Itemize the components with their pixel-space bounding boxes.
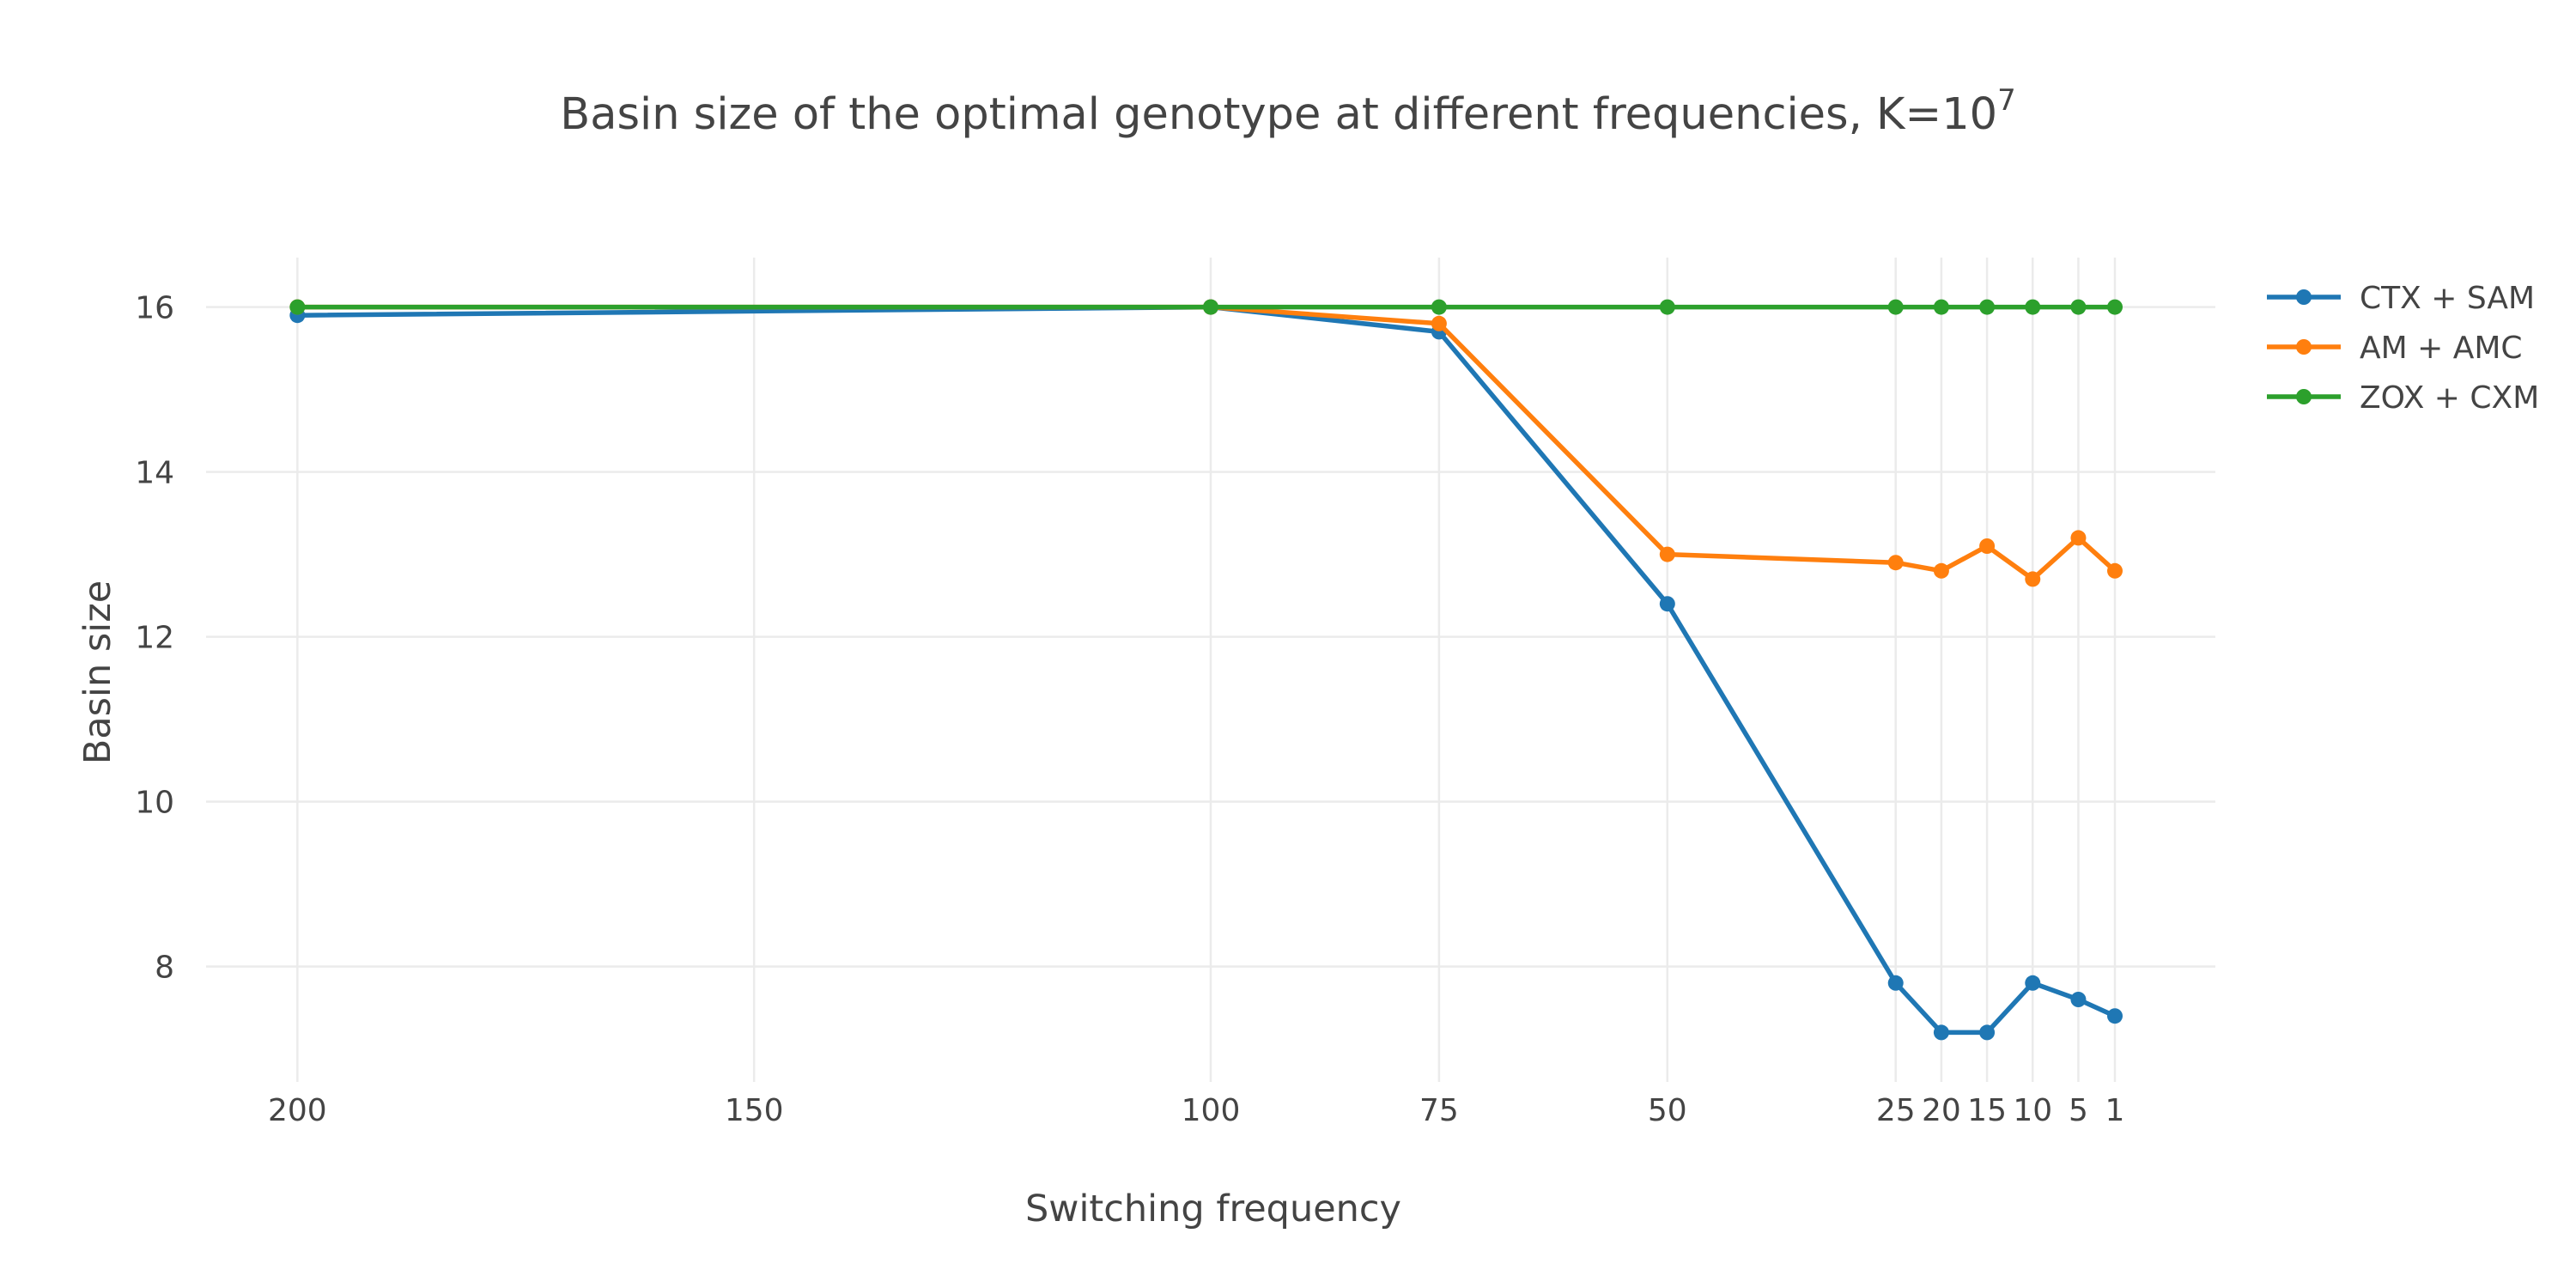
data-point-zox-cxm — [1887, 299, 1904, 315]
data-point-ctx-sam — [2025, 975, 2041, 991]
y-tick-label: 14 — [135, 456, 174, 491]
series-layer — [289, 299, 2123, 1041]
chart-title: Basin size of the optimal genotype at di… — [560, 83, 2016, 140]
x-tick-label: 5 — [2069, 1093, 2088, 1128]
legend-swatch-marker — [2296, 339, 2312, 355]
data-point-zox-cxm — [2025, 299, 2041, 315]
series-line-am-amc — [295, 304, 2117, 582]
series-ctx-sam — [289, 299, 2123, 1041]
data-point-ctx-sam — [1979, 1024, 1996, 1041]
chart-title-main: Basin size of the optimal genotype at di… — [560, 89, 1997, 140]
legend-item-zox-cxm[interactable]: ZOX + CXM — [2267, 380, 2539, 416]
series-line-ctx-sam — [295, 304, 2117, 1036]
y-tick-label: 16 — [135, 291, 174, 326]
data-point-am-amc — [1431, 315, 1447, 331]
data-point-am-amc — [2025, 571, 2041, 587]
data-point-zox-cxm — [289, 299, 306, 315]
data-point-am-amc — [1887, 555, 1904, 571]
series-zox-cxm — [289, 299, 2123, 315]
data-point-ctx-sam — [1887, 975, 1904, 991]
data-point-ctx-sam — [1659, 596, 1675, 612]
data-point-zox-cxm — [2107, 299, 2123, 315]
data-point-zox-cxm — [1933, 299, 1949, 315]
y-tick-label: 10 — [135, 786, 174, 821]
data-point-am-amc — [2070, 530, 2087, 546]
data-point-zox-cxm — [1979, 299, 1996, 315]
x-tick-label: 150 — [725, 1093, 784, 1128]
x-tick-label: 20 — [1922, 1093, 1961, 1128]
legend-label: CTX + SAM — [2360, 281, 2535, 316]
legend-label: AM + AMC — [2360, 331, 2523, 366]
x-tick-label: 100 — [1182, 1093, 1241, 1128]
legend: CTX + SAM AM + AMC ZOX + CXM — [2267, 281, 2539, 416]
data-point-zox-cxm — [1659, 299, 1675, 315]
x-tick-label: 10 — [2013, 1093, 2052, 1128]
grid — [206, 258, 2215, 1082]
x-tick-labels: 200 150 100 75 50 25 20 15 10 5 1 — [268, 1093, 2124, 1128]
legend-swatch-marker — [2296, 389, 2312, 404]
chart-title-superscript: 7 — [1997, 83, 2016, 118]
y-tick-labels: 8 10 12 14 16 — [135, 291, 174, 986]
data-point-zox-cxm — [1203, 299, 1218, 315]
x-tick-label: 25 — [1876, 1093, 1916, 1128]
data-point-am-amc — [1659, 546, 1675, 562]
legend-label: ZOX + CXM — [2360, 380, 2539, 416]
y-tick-label: 12 — [135, 621, 174, 656]
data-point-ctx-sam — [1933, 1024, 1949, 1041]
x-tick-label: 15 — [1967, 1093, 2007, 1128]
legend-item-ctx-sam[interactable]: CTX + SAM — [2267, 281, 2535, 316]
series-am-amc — [289, 299, 2123, 587]
x-axis-title: Switching frequency — [1025, 1188, 1401, 1230]
y-tick-label: 8 — [155, 951, 174, 986]
data-point-am-amc — [1933, 562, 1949, 579]
x-tick-label: 200 — [268, 1093, 327, 1128]
y-axis-title: Basin size — [76, 580, 119, 765]
data-point-am-amc — [1979, 538, 1996, 554]
legend-item-am-amc[interactable]: AM + AMC — [2267, 331, 2523, 366]
data-point-zox-cxm — [2070, 299, 2087, 315]
data-point-am-amc — [2107, 562, 2123, 579]
data-point-ctx-sam — [2107, 1008, 2123, 1024]
data-point-zox-cxm — [1431, 299, 1447, 315]
x-tick-label: 50 — [1648, 1093, 1687, 1128]
x-tick-label: 1 — [2105, 1093, 2125, 1128]
x-tick-label: 75 — [1419, 1093, 1459, 1128]
legend-swatch-marker — [2296, 289, 2312, 305]
data-point-ctx-sam — [2070, 992, 2087, 1007]
